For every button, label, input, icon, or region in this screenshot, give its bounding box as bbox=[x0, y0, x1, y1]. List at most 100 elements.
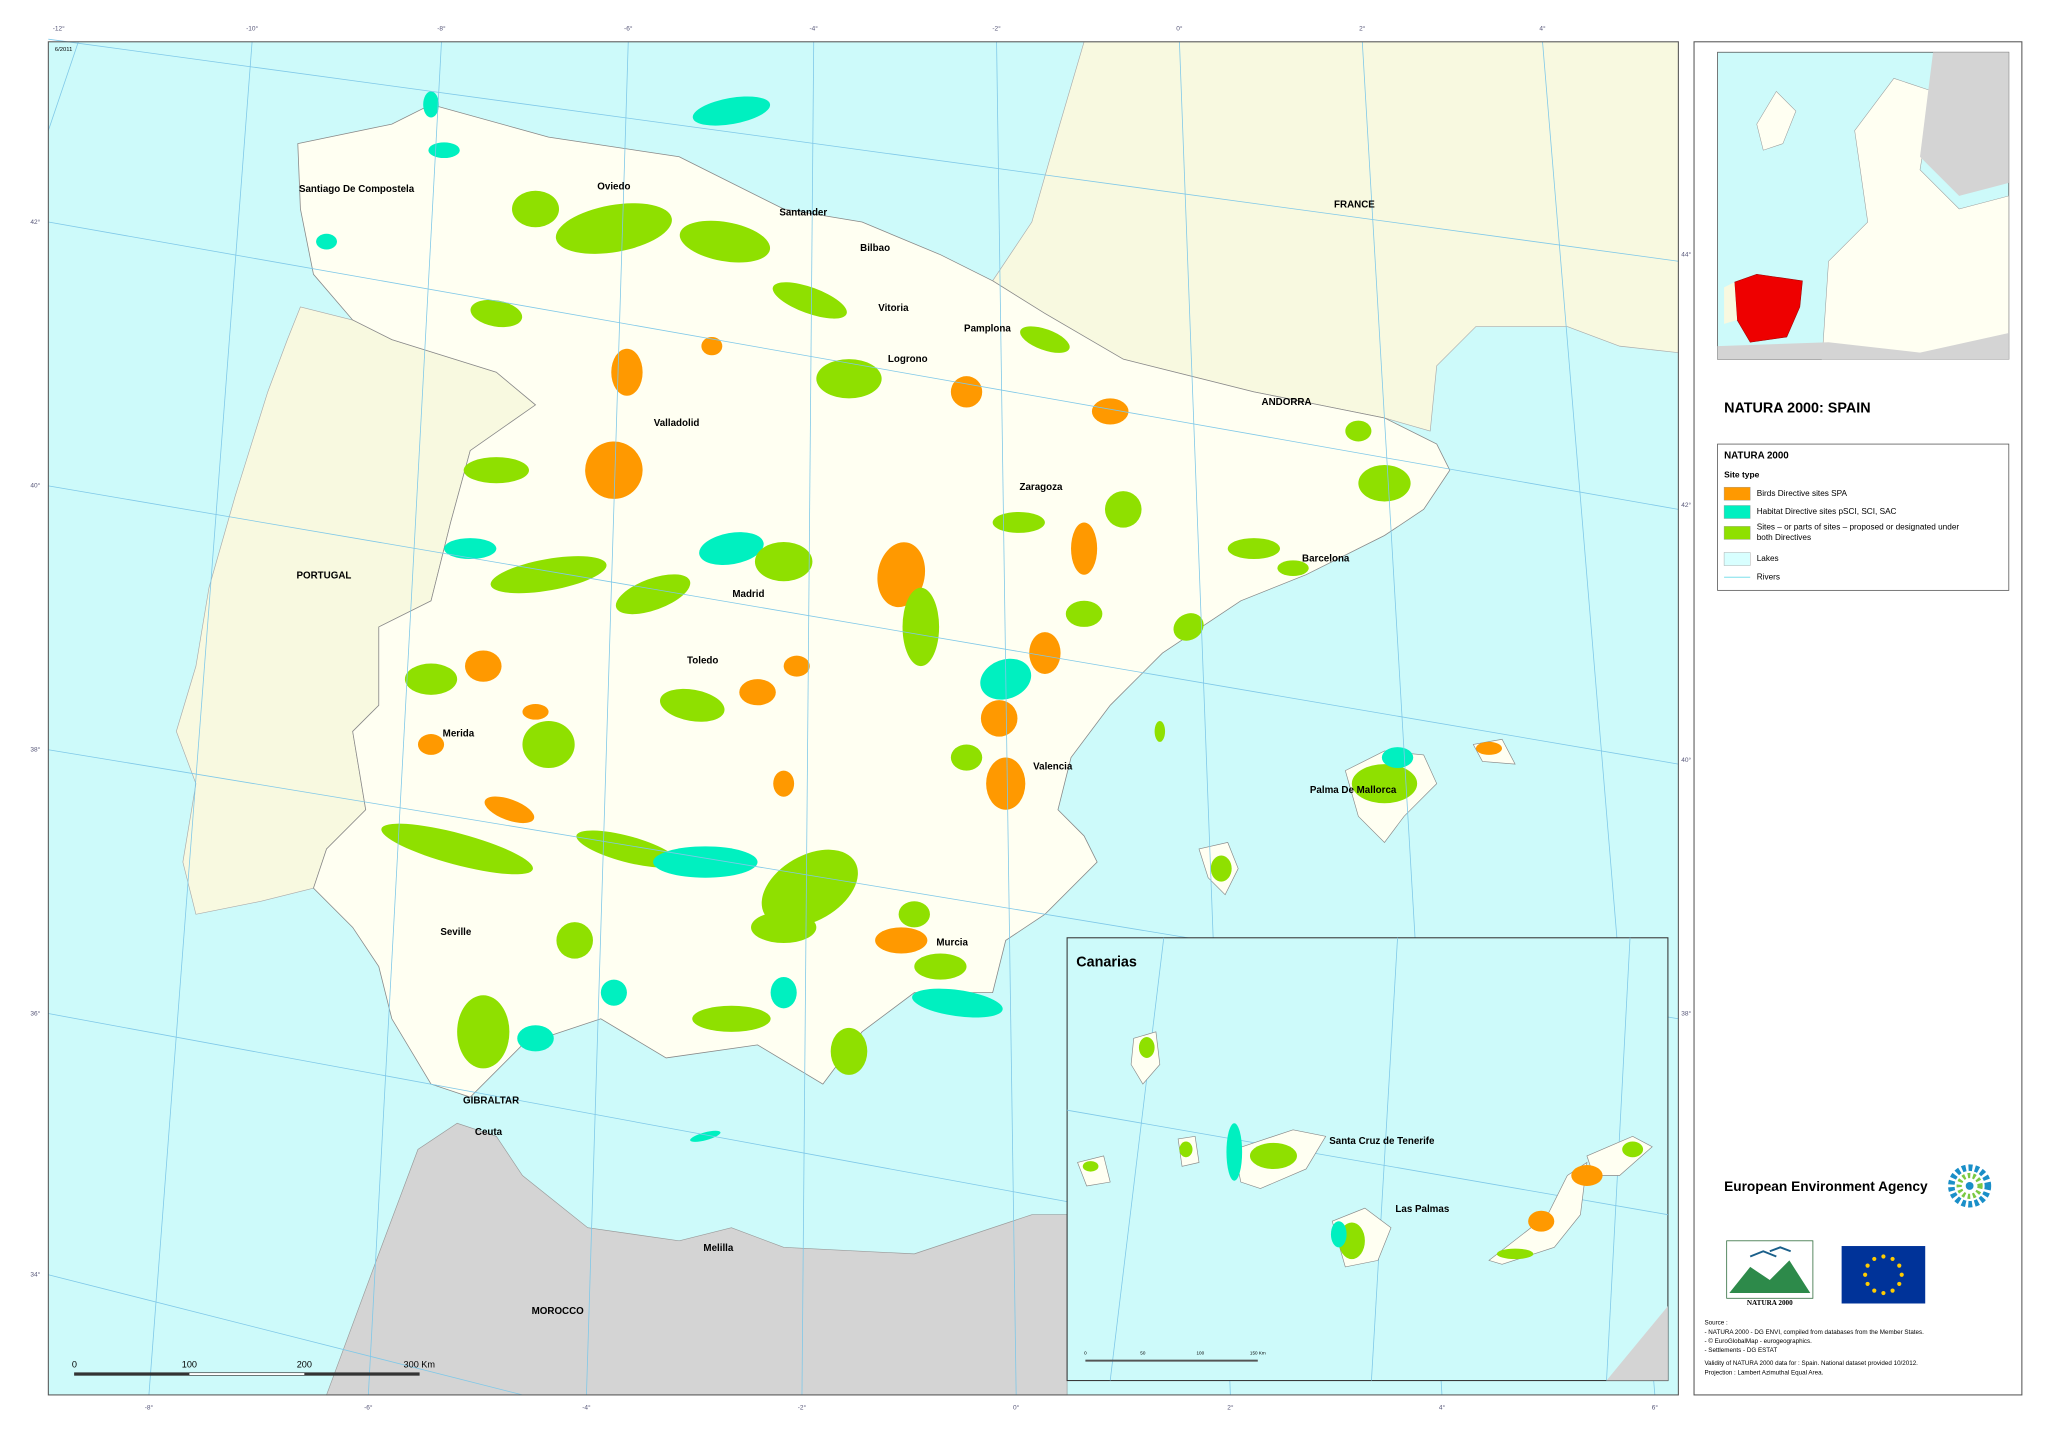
site-patch bbox=[555, 203, 672, 254]
site-patch bbox=[512, 190, 560, 228]
inset-title: Canarias bbox=[1076, 954, 1137, 970]
graticule-label: 42° bbox=[30, 218, 40, 226]
inset-scale-bar bbox=[1085, 1359, 1258, 1362]
place-label: Valencia bbox=[1033, 761, 1073, 772]
scale-bar bbox=[74, 1372, 420, 1376]
site-patch bbox=[1065, 600, 1103, 627]
legend-line: both Directives bbox=[1757, 533, 1811, 542]
place-label: Zaragoza bbox=[1020, 482, 1064, 493]
site-patch bbox=[1571, 1165, 1603, 1186]
canary-inset bbox=[1066, 937, 1669, 1382]
site-patch bbox=[490, 556, 607, 594]
graticule-label: 4° bbox=[1539, 24, 1546, 32]
graticule-label: 38° bbox=[1681, 1009, 1691, 1017]
graticule-label: 0° bbox=[1013, 1404, 1020, 1412]
graticule-label: 40° bbox=[1681, 756, 1691, 764]
flag-star bbox=[1897, 1263, 1902, 1268]
panel-title: NATURA 2000: SPAIN bbox=[1724, 401, 1871, 417]
graticule-label: -2° bbox=[798, 1404, 807, 1412]
legend-swatch bbox=[1723, 526, 1751, 540]
place-label: MOROCCO bbox=[532, 1306, 585, 1317]
legend-box bbox=[1717, 443, 2010, 591]
source-line: Source : bbox=[1704, 1320, 1728, 1327]
site-patch bbox=[914, 953, 967, 980]
site-patch bbox=[404, 663, 458, 695]
scale-label: 0 bbox=[72, 1359, 77, 1369]
site-patch bbox=[986, 757, 1026, 810]
site-patch bbox=[653, 846, 758, 878]
legend-label: Rivers bbox=[1757, 572, 1780, 581]
place-label: Madrid bbox=[732, 589, 764, 600]
place-label: Vitoria bbox=[878, 303, 909, 314]
date-stamp: 6/2011 bbox=[55, 47, 73, 53]
place-label: Santander bbox=[779, 207, 827, 218]
agency-name: European Environment Agency bbox=[1724, 1179, 1928, 1194]
flag-star bbox=[1881, 1254, 1886, 1259]
site-patch bbox=[1475, 741, 1503, 755]
place-label: Ceuta bbox=[475, 1127, 503, 1138]
morocco bbox=[326, 1122, 1068, 1396]
logo-caption: NATURA 2000 bbox=[1747, 1299, 1793, 1307]
flag-star bbox=[1865, 1263, 1870, 1268]
source-line: Validity of NATURA 2000 data for : Spain… bbox=[1704, 1360, 1918, 1367]
site-patch bbox=[701, 336, 723, 356]
site-patch bbox=[522, 703, 549, 720]
graticule-label: 36° bbox=[30, 1009, 40, 1017]
natura-logo bbox=[1726, 1240, 1814, 1299]
site-patch bbox=[875, 927, 928, 954]
site-patch bbox=[739, 679, 776, 706]
site-patch bbox=[1179, 1141, 1193, 1158]
scale-label: 0 bbox=[1084, 1350, 1087, 1355]
site-patch bbox=[1622, 1141, 1644, 1158]
locator-map bbox=[1717, 51, 2010, 360]
graticule-label: 0° bbox=[1176, 24, 1183, 32]
place-label: Oviedo bbox=[597, 181, 630, 192]
site-patch bbox=[576, 830, 678, 868]
legend-subtitle: Site type bbox=[1724, 470, 1760, 480]
site-patch bbox=[428, 142, 460, 159]
graticule-label: -8° bbox=[437, 24, 446, 32]
scale-label: 150 Km bbox=[1250, 1350, 1266, 1355]
site-patch bbox=[1351, 764, 1418, 804]
graticule-label: -4° bbox=[582, 1404, 591, 1412]
flag-star bbox=[1881, 1290, 1886, 1296]
site-patch bbox=[1173, 613, 1204, 641]
inset-sites bbox=[1082, 1037, 1644, 1260]
scale-label: 50 bbox=[1140, 1350, 1146, 1355]
legend-title: NATURA 2000 bbox=[1724, 450, 1789, 461]
source-line: - NATURA 2000 - DG ENVI, compiled from d… bbox=[1704, 1329, 1924, 1336]
graticule-label: 4° bbox=[1439, 1404, 1446, 1412]
site-patch bbox=[1249, 1142, 1297, 1169]
scale-label: 100 bbox=[1197, 1350, 1205, 1355]
graticule-label: -12° bbox=[53, 24, 65, 32]
site-patch bbox=[950, 376, 983, 408]
site-patch bbox=[444, 538, 497, 560]
site-patch bbox=[659, 688, 725, 722]
site-patch bbox=[1091, 398, 1129, 425]
site-patch bbox=[556, 922, 593, 959]
site-patch bbox=[761, 849, 858, 927]
site-patch bbox=[615, 574, 691, 615]
site-patch bbox=[457, 995, 510, 1069]
site-patch bbox=[600, 979, 627, 1006]
site-patch bbox=[816, 359, 882, 399]
site-patch bbox=[751, 911, 817, 944]
place-label: Merida bbox=[443, 729, 475, 740]
place-label: Seville bbox=[440, 927, 472, 938]
site-patch bbox=[1496, 1248, 1534, 1260]
graticule-label: -8° bbox=[145, 1404, 154, 1412]
graticule-label: -4° bbox=[810, 24, 819, 32]
site-patch bbox=[423, 91, 439, 118]
site-patch bbox=[1381, 747, 1414, 768]
scale-label: 100 bbox=[182, 1359, 197, 1369]
site-patch bbox=[484, 796, 535, 824]
place-label: Valladolid bbox=[654, 418, 700, 429]
place-label: Santa Cruz de Tenerife bbox=[1329, 1136, 1435, 1147]
site-patch bbox=[517, 1025, 554, 1052]
side-panel bbox=[1693, 41, 2023, 1396]
eu-flag bbox=[1841, 1246, 1926, 1304]
source-line: - Settlements - DG ESTAT bbox=[1704, 1347, 1777, 1354]
site-patch bbox=[877, 542, 926, 608]
